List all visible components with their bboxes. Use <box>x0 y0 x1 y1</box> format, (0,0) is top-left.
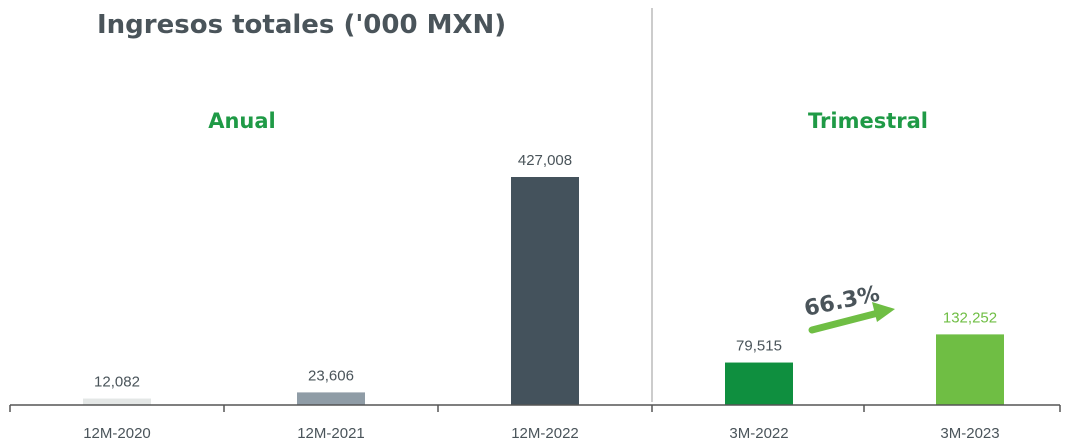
tick-label-3m-2023: 3M-2023 <box>940 425 999 442</box>
value-label-12m-2022: 427,008 <box>518 152 572 169</box>
tick-label-3m-2022: 3M-2022 <box>729 425 788 442</box>
section-label-trimestral: Trimestral <box>808 109 928 133</box>
value-label-3m-2023: 132,252 <box>943 309 997 326</box>
bars-layer: 12,082 23,606 427,008 79,515 132,252 <box>83 152 1004 405</box>
tick-label-12m-2021: 12M-2021 <box>297 425 365 442</box>
tick-label-12m-2020: 12M-2020 <box>83 425 151 442</box>
bar-3m-2023 <box>936 334 1004 405</box>
value-label-12m-2021: 23,606 <box>308 367 354 384</box>
growth-annotation: 66.3% <box>802 282 895 330</box>
bar-3m-2022 <box>725 363 793 405</box>
bar-12m-2021 <box>297 392 365 405</box>
section-label-anual: Anual <box>208 109 276 133</box>
value-label-3m-2022: 79,515 <box>736 338 782 355</box>
bar-12m-2020 <box>83 399 151 405</box>
bar-12m-2022 <box>511 177 579 405</box>
chart-title: Ingresos totales ('000 MXN) <box>97 10 506 40</box>
value-label-12m-2020: 12,082 <box>94 374 140 391</box>
tick-label-12m-2022: 12M-2022 <box>511 425 579 442</box>
axis-ticks-layer: 12M-2020 12M-2021 12M-2022 3M-2022 3M-2023 <box>10 405 1060 442</box>
